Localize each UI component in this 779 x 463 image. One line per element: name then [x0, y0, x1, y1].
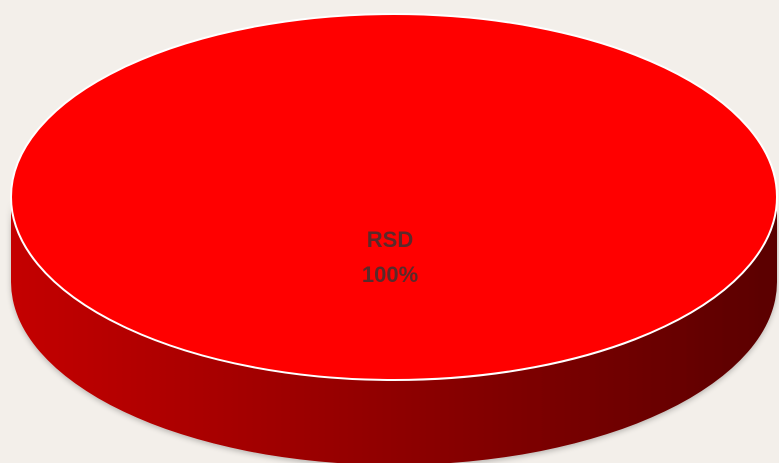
pie-slice-rsd-side — [11, 197, 777, 463]
data-label-rsd-value: 100% — [362, 262, 418, 287]
pie-slice-rsd — [10, 13, 778, 381]
data-label-rsd-name: RSD — [367, 227, 413, 252]
